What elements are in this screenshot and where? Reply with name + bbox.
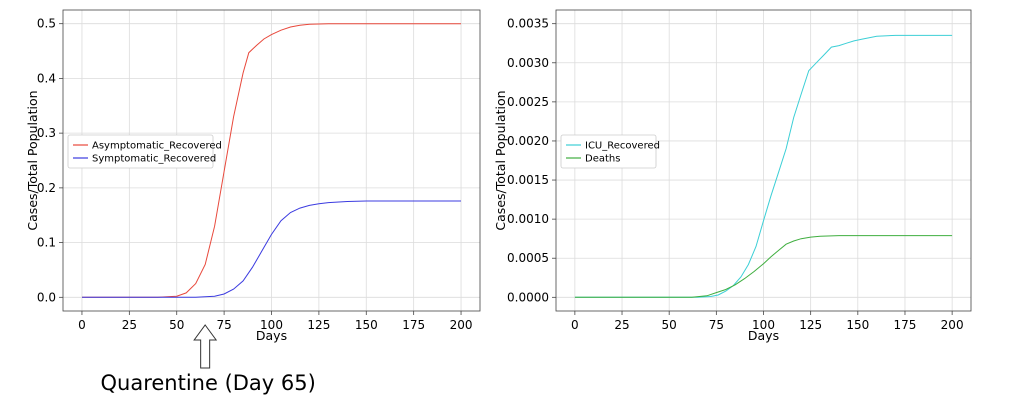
right-ytick-label: 0.0025: [507, 95, 549, 109]
right-xtick-label: 200: [941, 318, 964, 332]
quarantine-annotation: Quarentine (Day 65): [100, 324, 316, 395]
right-xtick-label: 150: [846, 318, 869, 332]
right-ytick-label: 0.0020: [507, 134, 549, 148]
right-y-axis-label: Cases/Total Population: [493, 90, 508, 230]
right-x-axis-label: Days: [748, 328, 779, 343]
left-xtick-label: 175: [402, 318, 425, 332]
right-legend-box: [560, 134, 657, 169]
chart-right: 0 25 50 75 100 125 150 175 200 0.0000 0.0005 0.0010…: [493, 9, 972, 343]
right-xtick-label: 75: [709, 318, 724, 332]
left-grid: [63, 10, 480, 311]
right-legend-label: Deaths: [585, 154, 620, 165]
right-ytick-label: 0.0030: [507, 56, 549, 70]
right-xtick-label: 25: [614, 318, 629, 332]
left-xtick-label: 100: [260, 318, 283, 332]
left-y-axis-label: Cases/Total Population: [25, 90, 40, 230]
left-ytick-label: 0.4: [37, 71, 56, 85]
left-legend-label: Symptomatic_Recovered: [92, 154, 216, 165]
left-ytick-label: 0.2: [37, 181, 56, 195]
left-xtick-label: 25: [122, 318, 137, 332]
left-xtick-label: 125: [307, 318, 330, 332]
left-ytick-label: 0.3: [37, 126, 56, 140]
right-ytick-label: 0.0015: [507, 173, 549, 187]
right-series-line-1: [574, 34, 953, 298]
right-xtick-label: 125: [799, 318, 822, 332]
left-xtick-label: 0: [78, 318, 86, 332]
right-legend: ICU_Recovered Deaths: [560, 134, 660, 169]
quarantine-label: Quarentine (Day 65): [100, 371, 315, 395]
right-legend-label: ICU_Recovered: [585, 141, 660, 152]
right-xtick-label: 175: [894, 318, 917, 332]
left-legend: Asymptomatic_Recovered Symptomatic_Recove…: [67, 134, 222, 169]
left-legend-box: [67, 134, 214, 169]
left-x-axis-label: Days: [256, 328, 287, 343]
left-ytick-label: 0.1: [37, 236, 56, 250]
left-series-line-2: [82, 200, 461, 298]
right-xtick-label: 100: [752, 318, 775, 332]
right-ytick-label: 0.0010: [507, 212, 549, 226]
right-ytick-label: 0.0005: [507, 251, 549, 265]
right-series-line-2: [574, 235, 953, 298]
left-xtick-label: 75: [216, 318, 231, 332]
left-xtick-label: 50: [169, 318, 184, 332]
right-xtick-label: 50: [662, 318, 677, 332]
left-xtick-label: 150: [355, 318, 378, 332]
quarantine-arrow: [193, 324, 218, 369]
right-xtick-label: 0: [571, 318, 579, 332]
left-legend-label: Asymptomatic_Recovered: [92, 141, 222, 152]
chart-left: 0 25 50 75 100 125 150 175 200 0.0 0.1 0.2 0.3 0.4 0.5…: [25, 9, 481, 343]
left-ytick-label: 0.0: [37, 290, 56, 304]
right-ytick-label: 0.0000: [507, 290, 549, 304]
left-series-line-1: [82, 23, 461, 298]
left-ytick-label: 0.5: [37, 17, 56, 31]
right-ytick-label: 0.0035: [507, 17, 549, 31]
left-xtick-label: 200: [450, 318, 473, 332]
